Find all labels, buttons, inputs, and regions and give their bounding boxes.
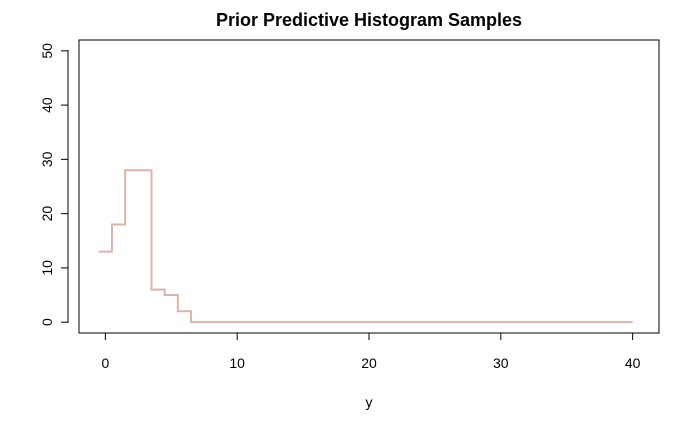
- x-axis-label: y: [366, 394, 373, 410]
- x-tick-label: 0: [101, 355, 109, 371]
- y-tick-label: 50: [39, 43, 55, 59]
- x-tick-label: 30: [493, 355, 509, 371]
- chart-title: Prior Predictive Histogram Samples: [216, 10, 522, 30]
- series-layer: [98, 169, 633, 324]
- y-ticks: 0 10 20 30 40 50: [39, 43, 68, 326]
- y-tick-label: 10: [39, 260, 55, 276]
- y-tick-label: 20: [39, 206, 55, 222]
- plot-area: [78, 39, 660, 334]
- x-ticks: 0 10 20 30 40: [101, 333, 641, 371]
- y-tick-label: 40: [39, 97, 55, 113]
- x-tick-label: 40: [625, 355, 641, 371]
- y-tick-label: 30: [39, 151, 55, 167]
- x-tick-label: 20: [361, 355, 377, 371]
- series-step-line: [98, 169, 633, 324]
- y-tick-label: 0: [39, 318, 55, 326]
- x-tick-label: 10: [229, 355, 245, 371]
